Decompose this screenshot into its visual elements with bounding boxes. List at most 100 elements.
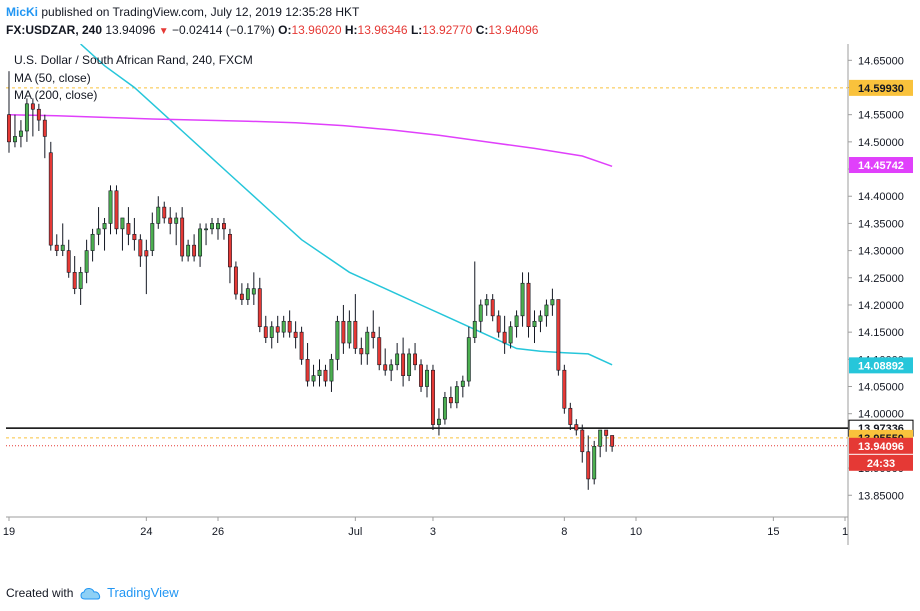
tradingview-cloud-icon: [80, 587, 100, 600]
low-value: 13.92770: [422, 23, 473, 37]
price-tick-label: 14.30000: [858, 246, 904, 258]
candle-body: [341, 320, 346, 344]
candle-body: [610, 435, 615, 447]
candle: [526, 272, 531, 338]
candle: [538, 310, 543, 333]
candle: [359, 337, 364, 365]
price-tick-label: 14.50000: [858, 137, 904, 149]
candle-body: [132, 233, 137, 241]
candle-body: [580, 429, 585, 453]
candle: [407, 348, 412, 382]
price-tick-label: 14.05000: [858, 382, 904, 394]
price-tick-label: 14.15000: [858, 327, 904, 339]
candle-body: [66, 250, 71, 273]
candle: [574, 419, 579, 436]
price-tick-label: 13.85000: [858, 490, 904, 502]
price-tick-label: 14.20000: [858, 300, 904, 312]
candle: [317, 359, 322, 387]
time-tick-label: 24: [140, 526, 152, 538]
time-tick-label: 19: [3, 526, 15, 538]
created-with-text: Created with: [6, 586, 74, 600]
candle: [478, 299, 483, 333]
candle: [216, 217, 220, 240]
candle: [174, 212, 179, 246]
candle-body: [60, 244, 65, 251]
candle-body: [538, 315, 543, 322]
candle: [508, 321, 513, 349]
candle-body: [287, 320, 292, 333]
candle: [204, 223, 208, 246]
candle-body: [222, 223, 226, 230]
candle: [251, 272, 256, 305]
price-tick-label: 14.35000: [858, 218, 904, 230]
candle: [293, 321, 298, 349]
candle: [257, 277, 262, 333]
chart-frame: [6, 44, 849, 545]
candle-body: [174, 217, 179, 224]
time-axis[interactable]: 19 24 26 Jul 3 8 10 15 1: [3, 517, 848, 538]
author-name[interactable]: MicKi: [6, 5, 39, 19]
candle: [275, 315, 280, 344]
candle-body: [604, 429, 609, 436]
candle-body: [42, 119, 47, 137]
candle-body: [574, 424, 579, 431]
candle: [7, 71, 11, 153]
candle-body: [484, 299, 489, 306]
candle: [192, 234, 197, 262]
candle: [96, 207, 101, 246]
candle-body: [281, 320, 286, 333]
time-tick-label: 3: [430, 526, 436, 538]
price-tick-label: 14.40000: [858, 191, 904, 203]
change-text: −0.02414 (−0.17%): [172, 23, 275, 37]
symbol-label[interactable]: FX:USDZAR, 240: [6, 23, 103, 37]
candle: [335, 315, 340, 371]
close-value: 13.94096: [488, 23, 539, 37]
candle-body: [18, 130, 23, 137]
candle: [454, 381, 459, 409]
candle-body: [568, 407, 573, 425]
price-tick-label: 14.55000: [858, 110, 904, 122]
candle: [90, 228, 95, 262]
candle: [401, 337, 406, 387]
candle-body: [293, 331, 298, 338]
candle: [138, 234, 143, 267]
candle: [263, 315, 268, 344]
candle: [496, 310, 501, 338]
candlesticks: [7, 71, 615, 490]
last-price-price-label: 13.94096: [858, 441, 904, 453]
candle-body: [263, 326, 268, 338]
candle-body: [275, 326, 280, 333]
candle: [419, 359, 423, 392]
candle-body: [401, 353, 406, 376]
candle: [168, 207, 173, 235]
candle-body: [472, 320, 477, 338]
candle: [269, 321, 274, 349]
price-chart[interactable]: 14.6500014.6000014.5500014.5000014.45000…: [0, 44, 920, 575]
candle-body: [502, 331, 507, 344]
candle: [413, 343, 417, 371]
countdown-tag: [849, 454, 913, 471]
candle-body: [299, 331, 304, 360]
candle: [299, 326, 304, 365]
candle-body: [102, 223, 107, 230]
candle: [162, 201, 167, 224]
candle: [156, 196, 161, 229]
candle: [305, 343, 310, 387]
candle: [42, 114, 47, 159]
candle: [287, 310, 292, 338]
ma50-last-price-label: 14.08892: [858, 360, 904, 372]
candle-body: [120, 217, 125, 230]
price-axis[interactable]: 14.6500014.6000014.5500014.5000014.45000…: [848, 55, 914, 502]
candle: [514, 310, 519, 338]
legend-ma200[interactable]: MA (200, close): [14, 88, 97, 102]
candle: [222, 217, 226, 240]
candle-body: [210, 223, 214, 230]
candle: [329, 353, 334, 392]
ma200-last-price-tag: [849, 157, 913, 174]
candle-body: [508, 326, 513, 344]
candle: [556, 299, 561, 376]
tradingview-brand[interactable]: TradingView: [107, 585, 179, 600]
legend-ma50[interactable]: MA (50, close): [14, 71, 91, 85]
candle: [227, 228, 232, 284]
candle-body: [478, 304, 483, 322]
